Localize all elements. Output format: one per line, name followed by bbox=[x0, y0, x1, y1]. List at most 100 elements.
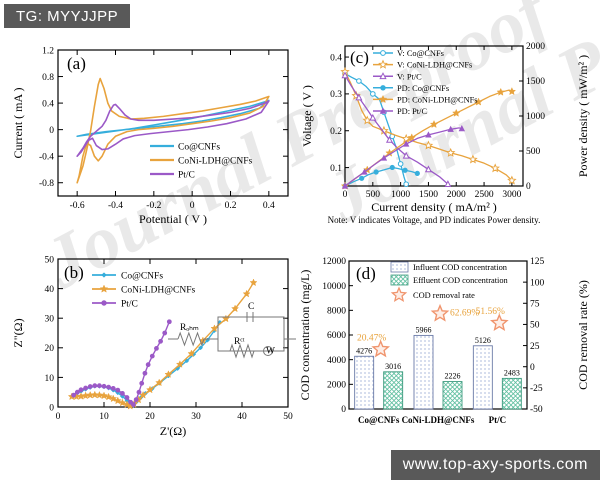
svg-text:-0.4: -0.4 bbox=[108, 201, 123, 211]
svg-text:0.4: 0.4 bbox=[42, 99, 54, 109]
svg-text:2500: 2500 bbox=[475, 190, 494, 200]
svg-text:100: 100 bbox=[530, 278, 545, 288]
svg-text:5126: 5126 bbox=[475, 336, 491, 345]
svg-text:W: W bbox=[266, 346, 275, 356]
svg-text:Pt/C: Pt/C bbox=[178, 170, 195, 180]
svg-text:(c): (c) bbox=[350, 48, 369, 67]
svg-text:(a): (a) bbox=[67, 54, 86, 73]
svg-text:1000: 1000 bbox=[391, 190, 410, 200]
svg-text:125: 125 bbox=[530, 257, 545, 267]
svg-text:Z'(Ω): Z'(Ω) bbox=[160, 424, 186, 438]
bottom-right-watermark-tag: www.top-axy-sports.com bbox=[390, 450, 600, 480]
svg-text:CoNi-LDH@CNFs: CoNi-LDH@CNFs bbox=[178, 156, 253, 166]
svg-text:0.2: 0.2 bbox=[330, 127, 342, 137]
svg-text:10: 10 bbox=[99, 412, 109, 422]
svg-text:0.2: 0.2 bbox=[225, 201, 237, 211]
svg-text:Potential ( V ): Potential ( V ) bbox=[139, 212, 207, 226]
svg-text:0: 0 bbox=[530, 363, 535, 373]
top-left-tag: TG: MYYJJPP bbox=[4, 4, 131, 28]
panel-b-nyquist: 0 10 20 30 40 50 0 10 20 30 40 50 Z'(Ω) Z"(Ω) (b) Co@CN… bbox=[0, 243, 300, 453]
svg-text:50: 50 bbox=[283, 412, 293, 422]
svg-text:V: Pt/C: V: Pt/C bbox=[397, 72, 422, 81]
svg-text:2000: 2000 bbox=[327, 381, 346, 391]
svg-text:0.1: 0.1 bbox=[330, 164, 342, 174]
svg-text:10000: 10000 bbox=[322, 282, 346, 292]
svg-text:1500: 1500 bbox=[419, 190, 438, 200]
svg-text:0: 0 bbox=[49, 403, 54, 413]
svg-text:0: 0 bbox=[190, 201, 195, 211]
svg-text:2000: 2000 bbox=[526, 42, 545, 52]
svg-text:COD concentration (mg/L): COD concentration (mg/L) bbox=[298, 270, 312, 401]
svg-text:Power density ( mW/m² ): Power density ( mW/m² ) bbox=[576, 55, 590, 177]
svg-text:Current density ( mA/m² ): Current density ( mA/m² ) bbox=[371, 200, 497, 214]
svg-text:Pt/C: Pt/C bbox=[121, 299, 138, 309]
svg-text:20: 20 bbox=[145, 412, 155, 422]
svg-text:Note: V indicates Voltage, and: Note: V indicates Voltage, and PD indica… bbox=[328, 215, 541, 225]
svg-text:Z"(Ω): Z"(Ω) bbox=[11, 318, 25, 347]
svg-text:51.56%: 51.56% bbox=[476, 307, 505, 317]
svg-text:CoNi-LDH@CNFs: CoNi-LDH@CNFs bbox=[121, 285, 196, 295]
svg-text:0: 0 bbox=[49, 126, 54, 136]
svg-text:0.8: 0.8 bbox=[42, 73, 54, 83]
svg-text:-0.6: -0.6 bbox=[70, 201, 85, 211]
svg-text:75: 75 bbox=[530, 299, 540, 309]
svg-text:0.3: 0.3 bbox=[330, 90, 342, 100]
svg-text:Current ( mA ): Current ( mA ) bbox=[11, 88, 25, 159]
svg-text:50: 50 bbox=[45, 255, 55, 265]
svg-text:0: 0 bbox=[343, 190, 348, 200]
svg-text:C: C bbox=[248, 302, 254, 312]
svg-text:V: Co@CNFs: V: Co@CNFs bbox=[397, 49, 444, 58]
svg-text:3000: 3000 bbox=[502, 190, 521, 200]
svg-text:V: CoNi-LDH@CNFs: V: CoNi-LDH@CNFs bbox=[397, 61, 472, 70]
svg-text:0: 0 bbox=[526, 182, 531, 192]
svg-text:Co@CNFs: Co@CNFs bbox=[358, 415, 400, 425]
svg-text:PD: Pt/C: PD: Pt/C bbox=[397, 107, 427, 116]
svg-text:COD removal rate (%): COD removal rate (%) bbox=[576, 280, 590, 390]
svg-text:0: 0 bbox=[341, 405, 346, 415]
svg-text:Voltage ( V ): Voltage ( V ) bbox=[300, 85, 314, 147]
svg-text:8000: 8000 bbox=[327, 307, 346, 317]
svg-text:1500: 1500 bbox=[526, 77, 545, 87]
svg-text:Pt/C: Pt/C bbox=[489, 415, 507, 425]
svg-text:Influent COD concentration: Influent COD concentration bbox=[413, 263, 508, 272]
svg-text:20: 20 bbox=[45, 344, 55, 354]
svg-text:4276: 4276 bbox=[356, 346, 372, 355]
svg-text:-0.4: -0.4 bbox=[39, 153, 54, 163]
svg-text:Co@CNFs: Co@CNFs bbox=[178, 142, 220, 152]
svg-text:1.2: 1.2 bbox=[42, 46, 54, 56]
svg-text:30: 30 bbox=[45, 315, 55, 325]
svg-text:30: 30 bbox=[191, 412, 201, 422]
svg-text:25: 25 bbox=[530, 342, 540, 352]
svg-text:Co@CNFs: Co@CNFs bbox=[121, 271, 163, 281]
svg-text:0.4: 0.4 bbox=[330, 53, 342, 63]
panel-a-cv-curves: -0.6 -0.4 -0.2 0 0.2 0.4 1.2 0.8 0.4 0 -0.4 -0.8 Pot… bbox=[0, 28, 300, 240]
svg-text:2483: 2483 bbox=[504, 368, 520, 377]
svg-text:Rₒₕₘ: Rₒₕₘ bbox=[180, 323, 199, 333]
svg-text:PD: Co@CNFs: PD: Co@CNFs bbox=[397, 84, 449, 93]
panel-c-polarization: 0 500 1000 1500 2000 2500 3000 0.1 0.2 0.3 0.4 0 500… bbox=[295, 28, 600, 246]
svg-text:2226: 2226 bbox=[445, 372, 461, 381]
svg-text:3016: 3016 bbox=[385, 362, 401, 371]
svg-text:0: 0 bbox=[56, 412, 61, 422]
svg-text:2000: 2000 bbox=[447, 190, 466, 200]
panel-d-cod-bars: 0 2000 4000 6000 8000 10000 12000 -50 -25 0 25 50 75… bbox=[295, 243, 600, 453]
svg-text:12000: 12000 bbox=[322, 257, 346, 267]
svg-text:4000: 4000 bbox=[327, 356, 346, 366]
svg-text:62.69%: 62.69% bbox=[450, 309, 479, 319]
svg-text:CoNi-LDH@CNFs: CoNi-LDH@CNFs bbox=[402, 415, 475, 425]
svg-text:500: 500 bbox=[526, 147, 541, 157]
svg-text:PD: CoNi-LDH@CNFs: PD: CoNi-LDH@CNFs bbox=[397, 96, 478, 105]
svg-text:Rᶜᵗ: Rᶜᵗ bbox=[234, 337, 245, 347]
svg-text:COD removal rate: COD removal rate bbox=[413, 291, 475, 300]
svg-text:6000: 6000 bbox=[327, 331, 346, 341]
svg-text:Effluent COD concentration: Effluent COD concentration bbox=[413, 276, 509, 285]
svg-text:(d): (d) bbox=[356, 264, 376, 283]
svg-text:1000: 1000 bbox=[526, 112, 545, 122]
svg-text:5966: 5966 bbox=[416, 325, 432, 334]
svg-text:-0.2: -0.2 bbox=[146, 201, 161, 211]
svg-text:-50: -50 bbox=[530, 405, 543, 415]
svg-text:0.4: 0.4 bbox=[263, 201, 275, 211]
svg-text:-0.8: -0.8 bbox=[39, 179, 54, 189]
svg-text:50: 50 bbox=[530, 321, 540, 331]
svg-text:-25: -25 bbox=[530, 384, 543, 394]
